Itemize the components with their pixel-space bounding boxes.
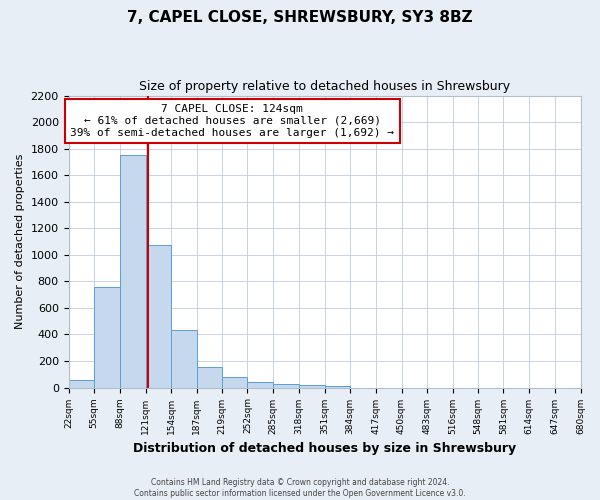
- Bar: [171, 330, 197, 388]
- Bar: [68, 380, 94, 388]
- X-axis label: Distribution of detached houses by size in Shrewsbury: Distribution of detached houses by size …: [133, 442, 516, 455]
- Bar: [120, 156, 146, 388]
- Y-axis label: Number of detached properties: Number of detached properties: [15, 154, 25, 329]
- Bar: [94, 286, 120, 388]
- Bar: [222, 377, 247, 388]
- Bar: [247, 382, 273, 388]
- Text: 7, CAPEL CLOSE, SHREWSBURY, SY3 8BZ: 7, CAPEL CLOSE, SHREWSBURY, SY3 8BZ: [127, 10, 473, 25]
- Bar: [325, 386, 350, 388]
- Bar: [146, 245, 171, 388]
- Bar: [197, 367, 222, 388]
- Title: Size of property relative to detached houses in Shrewsbury: Size of property relative to detached ho…: [139, 80, 510, 93]
- Text: 7 CAPEL CLOSE: 124sqm
← 61% of detached houses are smaller (2,669)
39% of semi-d: 7 CAPEL CLOSE: 124sqm ← 61% of detached …: [70, 104, 394, 138]
- Text: Contains HM Land Registry data © Crown copyright and database right 2024.
Contai: Contains HM Land Registry data © Crown c…: [134, 478, 466, 498]
- Bar: [299, 385, 325, 388]
- Bar: [273, 384, 299, 388]
